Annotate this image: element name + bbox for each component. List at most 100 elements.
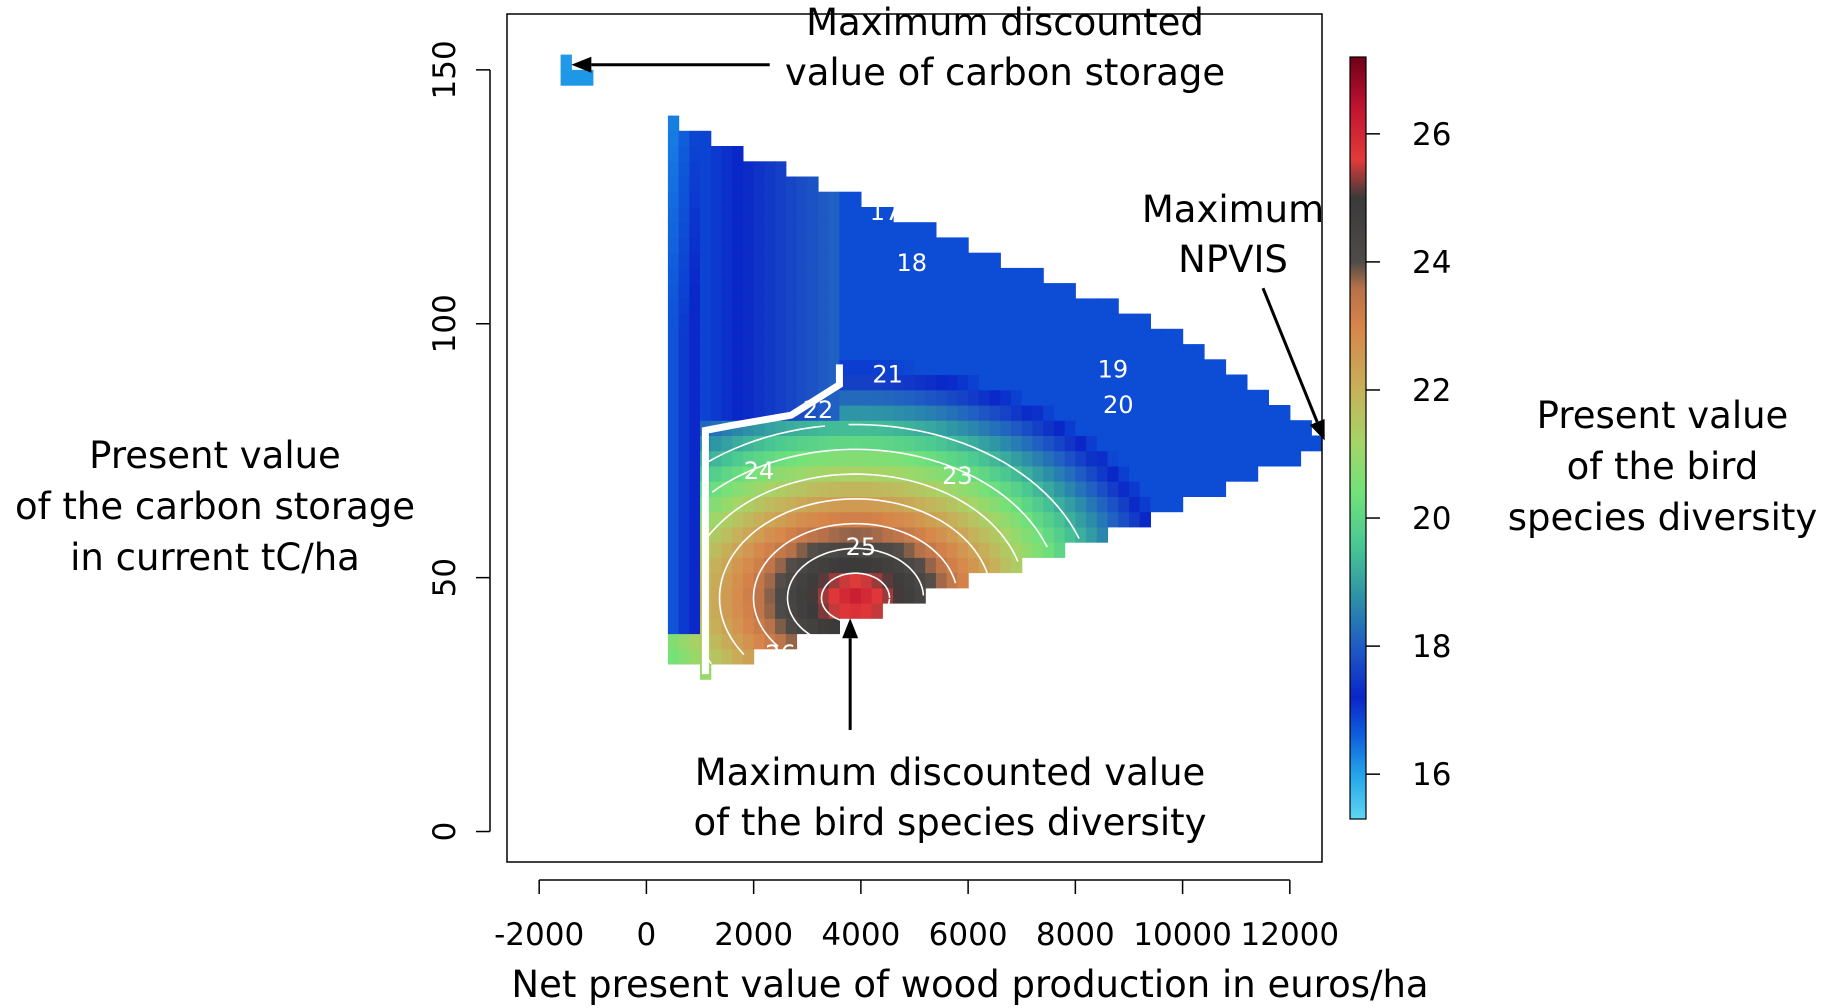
- heatmap-cell: [828, 557, 840, 574]
- heatmap-cell: [1075, 374, 1087, 391]
- heatmap-cell: [925, 222, 937, 238]
- heatmap-cell: [721, 267, 733, 284]
- heatmap-cell: [1075, 496, 1087, 513]
- heatmap-cell: [989, 252, 1001, 269]
- heatmap-cell: [1021, 328, 1033, 345]
- heatmap-cell: [935, 237, 948, 254]
- heatmap-cell: [775, 344, 787, 360]
- heatmap-cell: [1053, 374, 1066, 391]
- heatmap-cell: [1053, 435, 1066, 452]
- heatmap-cell: [753, 237, 765, 254]
- heatmap-cell: [785, 450, 798, 467]
- heatmap-cell: [828, 344, 840, 360]
- heatmap-cell: [946, 328, 958, 345]
- heatmap-cell: [753, 283, 765, 299]
- heatmap-cell: [807, 207, 819, 223]
- heatmap-cell: [785, 237, 798, 254]
- heatmap-cell: [925, 389, 937, 406]
- heatmap-cell: [914, 405, 926, 421]
- heatmap-cell: [989, 405, 1001, 421]
- heatmap-cell: [1150, 374, 1162, 391]
- heatmap-cell: [1171, 420, 1184, 436]
- heatmap-cell: [721, 374, 733, 391]
- heatmap-cell: [914, 237, 926, 254]
- heatmap-cell: [689, 130, 701, 147]
- contour-label-3: 19: [1098, 355, 1129, 383]
- heatmap-cell: [978, 267, 991, 284]
- heatmap-cell: [850, 572, 862, 589]
- heatmap-cell: [721, 496, 733, 513]
- heatmap-cell: [785, 344, 798, 360]
- heatmap-cell: [828, 450, 840, 467]
- heatmap-cell: [989, 267, 1001, 284]
- heatmap-cell: [1011, 420, 1023, 436]
- heatmap-cell: [796, 359, 808, 376]
- heatmap-cell: [1021, 359, 1033, 376]
- heatmap-cell: [732, 161, 744, 178]
- heatmap-cell: [818, 222, 830, 238]
- heatmap-cell: [764, 267, 776, 284]
- heatmap-cell: [1086, 344, 1098, 360]
- heatmap-cell: [1021, 465, 1033, 482]
- heatmap-cell: [1193, 405, 1205, 421]
- heatmap-cell: [871, 374, 883, 391]
- heatmap-cell: [968, 526, 980, 543]
- heatmap-cell: [710, 465, 723, 482]
- heatmap-cell: [978, 420, 991, 436]
- heatmap-cell: [1171, 435, 1184, 452]
- heatmap-cell: [850, 283, 862, 299]
- heatmap-cell: [1150, 465, 1162, 482]
- heatmap-cell: [1214, 435, 1227, 452]
- contour-label-1: 17: [870, 198, 901, 226]
- heatmap-cell: [807, 435, 819, 452]
- heatmap-cell: [667, 222, 680, 238]
- heatmap-cell: [721, 359, 733, 376]
- heatmap-cell: [903, 557, 916, 574]
- heatmap-cell: [925, 526, 937, 543]
- heatmap-cell: [764, 252, 776, 269]
- heatmap-cell: [1000, 405, 1012, 421]
- heatmap-cell: [1032, 405, 1044, 421]
- heatmap-cell: [828, 222, 840, 238]
- heatmap-cell: [1032, 465, 1044, 482]
- heatmap-cell: [818, 267, 830, 284]
- heatmap-cell: [1150, 496, 1162, 513]
- heatmap-cell: [925, 313, 937, 330]
- heatmap-cell: [860, 542, 873, 558]
- heatmap-cell: [946, 313, 958, 330]
- heatmap-cell: [989, 328, 1001, 345]
- heatmap-cell: [689, 481, 701, 497]
- heatmap-cell: [796, 603, 808, 619]
- heatmap-cell: [1225, 405, 1237, 421]
- heatmap-cell: [796, 542, 808, 558]
- heatmap-cell: [989, 298, 1001, 315]
- contour-label-2: 18: [897, 249, 928, 277]
- heatmap-cell: [1075, 344, 1087, 360]
- heatmap-cell: [689, 435, 701, 452]
- heatmap-cell: [914, 572, 926, 589]
- heatmap-cell: [678, 603, 690, 619]
- heatmap-cell: [742, 481, 755, 497]
- heatmap-cell: [721, 207, 733, 223]
- heatmap-cell: [1171, 465, 1184, 482]
- heatmap-cell: [785, 389, 798, 406]
- heatmap-cell: [914, 313, 926, 330]
- heatmap-cell: [1118, 435, 1130, 452]
- heatmap-cell: [828, 328, 840, 345]
- heatmap-cell: [968, 435, 980, 452]
- heatmap-cell: [1021, 389, 1033, 406]
- heatmap-cell: [968, 420, 980, 436]
- heatmap-cell: [785, 222, 798, 238]
- heatmap-cell: [860, 572, 873, 589]
- heatmap-cell: [882, 222, 894, 238]
- heatmap-cell: [1043, 313, 1055, 330]
- heatmap-cell: [807, 405, 819, 421]
- heatmap-cell: [946, 420, 958, 436]
- heatmap-cell: [689, 298, 701, 315]
- heatmap-cell: [742, 389, 755, 406]
- heatmap-cell: [689, 176, 701, 193]
- heatmap-cell: [968, 359, 980, 376]
- heatmap-cell: [850, 511, 862, 528]
- heatmap-cell: [1000, 496, 1012, 513]
- heatmap-cell: [1279, 405, 1291, 421]
